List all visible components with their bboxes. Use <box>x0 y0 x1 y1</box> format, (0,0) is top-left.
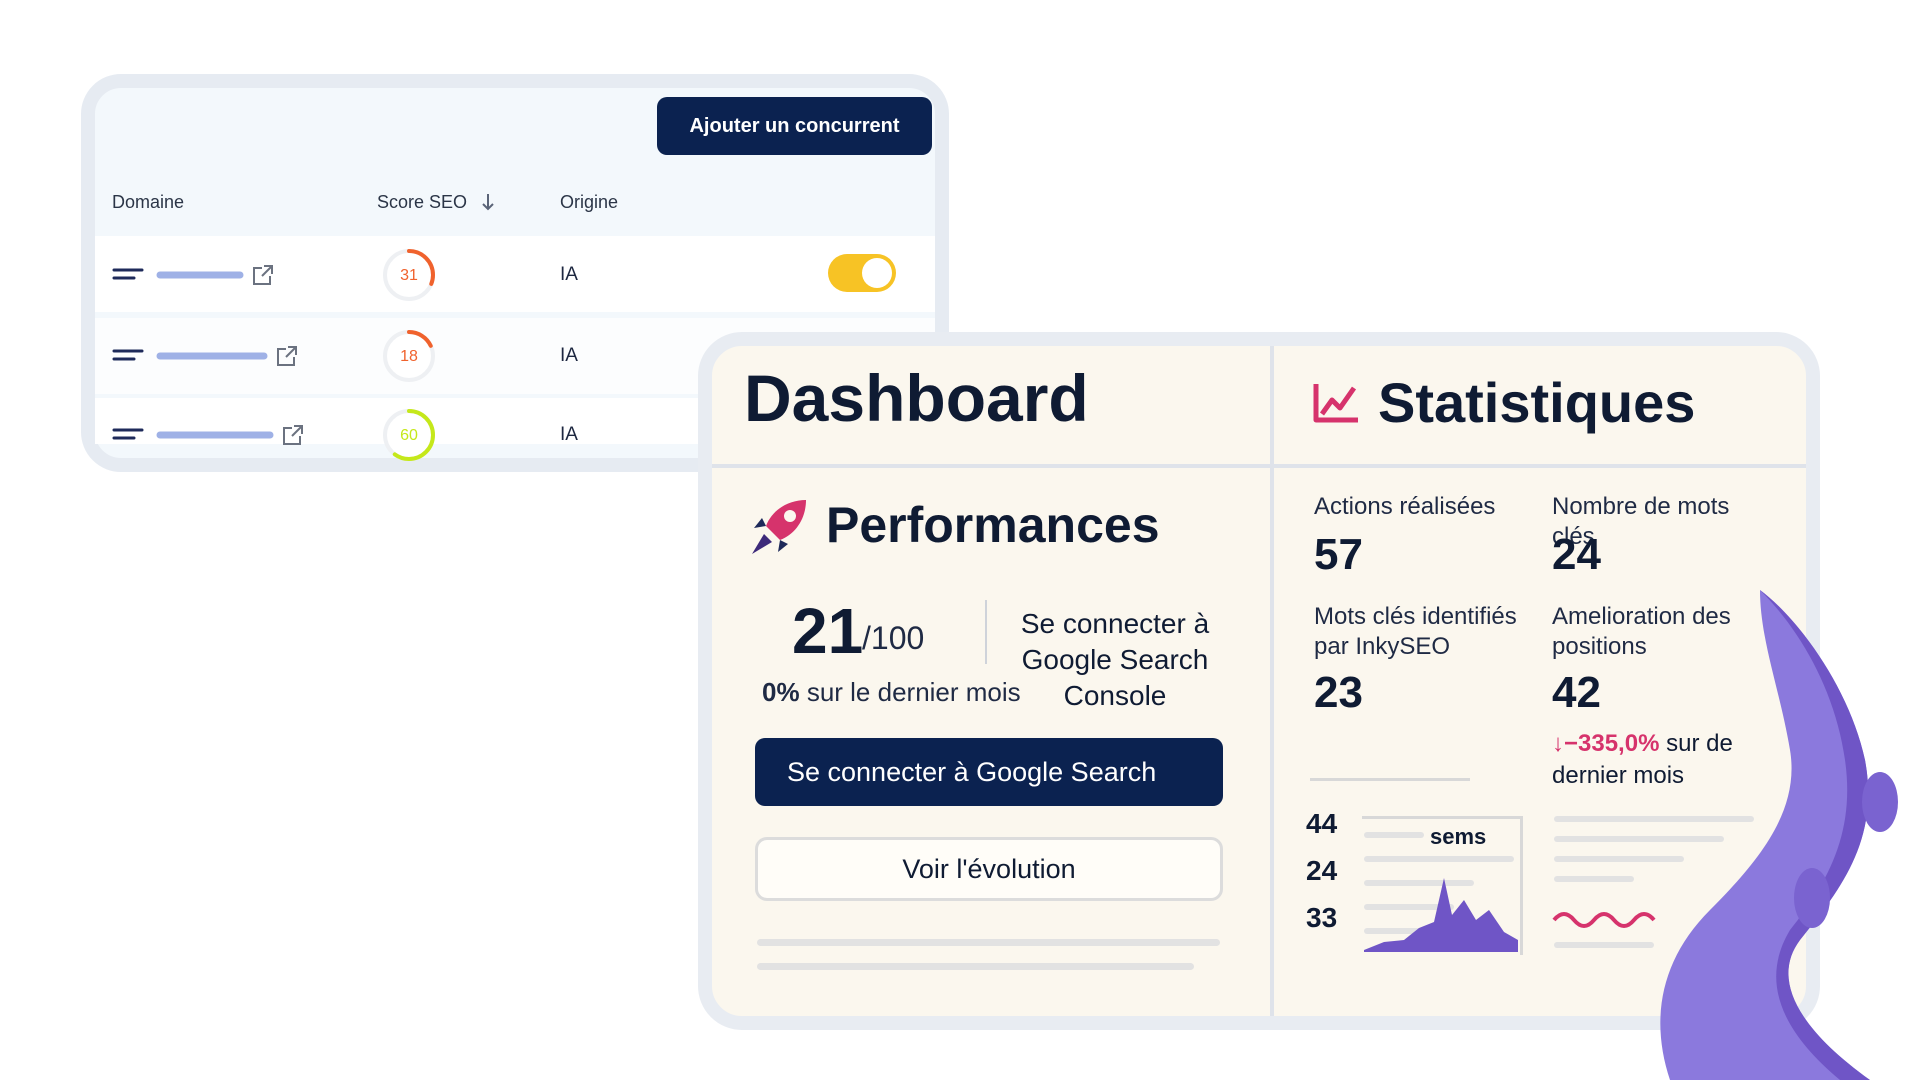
connect-button[interactable]: Se connecter à Google Search <box>755 738 1223 806</box>
change-text: sur le dernier mois <box>806 677 1021 707</box>
placeholder-line <box>757 963 1194 970</box>
placeholder-line <box>1554 856 1684 862</box>
metric-value: 24 <box>1552 530 1601 579</box>
origin: IA <box>560 424 578 445</box>
metric-value: 23 <box>1314 668 1363 717</box>
placeholder-line <box>1364 832 1424 838</box>
column-header: Origine <box>560 192 619 212</box>
rocket-icon <box>752 500 806 554</box>
metric-value: 42 <box>1552 668 1601 717</box>
performances-title: Performances <box>826 497 1160 553</box>
metric-label: Actions réalisées <box>1314 493 1496 520</box>
metric-label: Amelioration des positions <box>1552 603 1731 660</box>
placeholder-line <box>1310 778 1470 781</box>
score-max: /100 <box>862 620 925 656</box>
chart-icon <box>1313 384 1358 423</box>
domain-placeholder <box>112 425 303 445</box>
statistics-title: Statistiques <box>1378 371 1696 434</box>
divider <box>1270 346 1274 1016</box>
placeholder-line <box>1364 856 1514 862</box>
sort-icon <box>482 194 494 211</box>
dashboard-title: Dashboard <box>744 361 1089 435</box>
tentacle <box>1660 590 1898 1080</box>
origin: IA <box>560 264 578 285</box>
placeholder-line <box>1554 876 1634 882</box>
placeholder-line <box>1364 904 1454 910</box>
domain-placeholder <box>112 265 273 285</box>
metric-label: Nombre de mots clés <box>1552 493 1730 550</box>
score: 21 <box>792 595 864 667</box>
metric-label: Mots clés identifiés par InkySEO <box>1314 603 1517 660</box>
score-label: 18 <box>400 348 418 365</box>
metric-value: 57 <box>1314 530 1363 579</box>
dashboard-card <box>698 332 1820 1030</box>
toggle[interactable] <box>828 254 896 292</box>
stat-change: ↓−335,0% sur de dernier mois <box>1552 728 1752 792</box>
placeholder-line <box>1554 942 1654 948</box>
external-link-icon <box>253 265 273 285</box>
domain-placeholder <box>112 346 297 366</box>
external-link-icon <box>283 425 303 445</box>
external-link-icon <box>277 346 297 366</box>
change-value: ↓−335,0% <box>1552 730 1660 757</box>
placeholder-line <box>1364 928 1424 934</box>
add-competitor-button[interactable]: Ajouter un concurrent <box>657 97 932 155</box>
score-label: 31 <box>400 267 418 284</box>
change-text: sur de dernier mois <box>1552 730 1733 789</box>
mini-label: sems <box>1424 824 1493 850</box>
mini-chart-frame <box>1362 816 1523 955</box>
placeholder-line <box>1554 816 1754 822</box>
placeholder-line <box>757 939 1220 946</box>
column-header[interactable]: Score SEO <box>377 192 468 212</box>
wavy-line <box>1552 912 1656 928</box>
mini-area <box>1364 878 1518 952</box>
score-ring: 31 <box>383 249 435 301</box>
ring-arc <box>383 249 435 301</box>
placeholder-line <box>1554 836 1724 842</box>
separator <box>985 600 987 664</box>
divider <box>712 464 1806 468</box>
change: 0% <box>762 677 800 707</box>
ring-arc <box>383 330 435 382</box>
mini-value: 24 <box>1306 855 1338 886</box>
column-header: Domaine <box>112 192 185 212</box>
score-ring: 60 <box>383 409 435 461</box>
mini-value: 44 <box>1306 808 1338 839</box>
score-ring: 18 <box>383 330 435 382</box>
mini-value: 33 <box>1306 902 1338 933</box>
evolution-button[interactable]: Voir l'évolution <box>755 837 1223 901</box>
origin: IA <box>560 345 578 366</box>
ring-arc <box>383 409 435 461</box>
connect-text: Se connecter à Google Search Console <box>1020 608 1210 711</box>
placeholder-line <box>1364 880 1474 886</box>
score-label: 60 <box>400 427 418 444</box>
